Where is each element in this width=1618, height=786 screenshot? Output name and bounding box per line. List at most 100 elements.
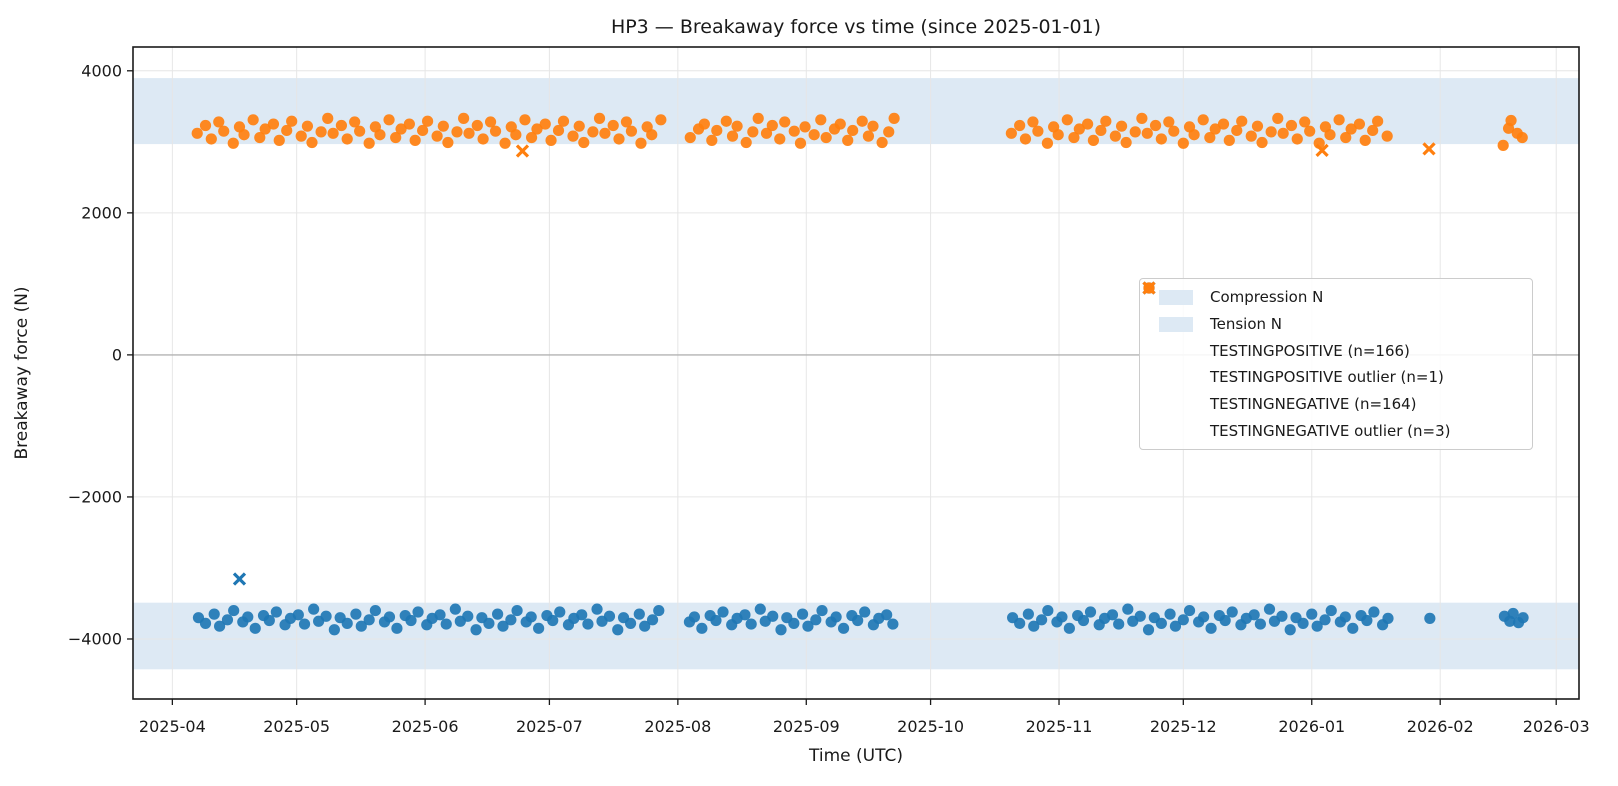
data-point <box>263 614 275 627</box>
data-point <box>867 120 879 132</box>
data-point <box>684 131 696 144</box>
data-point <box>1129 126 1141 138</box>
data-point <box>221 614 234 626</box>
data-point <box>349 116 361 128</box>
data-point <box>1115 120 1128 132</box>
data-point <box>635 137 647 149</box>
data-point <box>1120 136 1132 149</box>
data-point <box>497 620 509 632</box>
data-point <box>887 618 899 630</box>
data-point <box>842 134 854 146</box>
data-point <box>477 133 489 145</box>
data-point <box>1077 614 1090 627</box>
data-point <box>620 116 633 128</box>
data-point <box>1209 123 1221 135</box>
data-point <box>1204 131 1216 144</box>
data-point <box>599 127 611 139</box>
data-point <box>254 131 266 144</box>
data-point <box>519 114 531 126</box>
y-tick-label: 4000 <box>81 61 122 80</box>
data-point <box>1155 133 1167 145</box>
data-point <box>720 115 732 127</box>
data-point <box>499 137 511 149</box>
data-point <box>363 137 375 149</box>
x-tick-label: 2025-05 <box>263 717 330 736</box>
x-tick-label: 2025-09 <box>773 717 840 736</box>
data-point <box>470 624 482 636</box>
data-point <box>1223 134 1235 146</box>
legend-item: Tension N <box>1150 311 1524 338</box>
data-point <box>395 123 407 135</box>
data-point <box>587 126 599 138</box>
data-point <box>525 611 537 623</box>
data-point <box>1339 611 1351 623</box>
data-point <box>1052 129 1064 141</box>
data-point <box>573 120 585 132</box>
data-point <box>249 622 261 634</box>
data-point <box>775 624 787 636</box>
data-point <box>639 620 651 632</box>
legend-label: TESTINGPOSITIVE outlier (n=1) <box>1210 368 1444 387</box>
data-point <box>1276 610 1288 622</box>
data-point <box>1291 133 1303 145</box>
data-point <box>458 112 470 124</box>
data-point <box>837 622 850 634</box>
data-point <box>350 608 362 620</box>
data-point <box>341 133 353 145</box>
data-point <box>1056 611 1068 623</box>
data-point <box>810 614 822 626</box>
data-point <box>327 127 339 139</box>
data-point <box>335 119 348 132</box>
data-points-layer <box>191 112 1529 636</box>
data-point <box>1299 116 1311 128</box>
data-point <box>820 131 832 144</box>
legend: Compression N Tension N TESTINGPOSITIVE (n… <box>1139 278 1533 450</box>
x-tick-label: 2025-07 <box>516 717 583 736</box>
legend-label: Compression N <box>1210 288 1324 307</box>
data-point <box>1100 115 1112 127</box>
data-point <box>440 618 452 630</box>
data-point <box>1042 604 1054 617</box>
data-point <box>259 123 271 135</box>
data-point <box>403 118 415 130</box>
data-point <box>451 126 463 138</box>
data-point <box>1236 115 1248 127</box>
data-point <box>1164 608 1176 620</box>
data-point <box>847 124 859 137</box>
data-point <box>1251 120 1264 132</box>
data-point <box>1359 134 1371 146</box>
data-point <box>1256 136 1268 149</box>
data-point <box>731 120 743 132</box>
data-point <box>492 608 504 620</box>
data-point <box>830 611 842 623</box>
data-point <box>431 130 443 142</box>
data-point <box>633 608 645 620</box>
data-point <box>883 126 895 138</box>
data-point <box>1367 124 1379 137</box>
legend-item: TESTINGNEGATIVE outlier (n=3) <box>1142 281 1524 444</box>
data-point <box>1424 612 1436 624</box>
data-point <box>612 624 624 636</box>
data-point <box>646 129 658 141</box>
axes-layer: 2025-04 2025-05 2025-06 2025-07 2025-08 2025-… <box>68 46 1590 736</box>
data-point <box>1163 116 1175 128</box>
data-point <box>1284 624 1296 636</box>
x-tick-label: 2025-06 <box>392 717 459 736</box>
data-point <box>1517 612 1529 624</box>
data-point <box>1032 125 1044 137</box>
data-point <box>591 603 603 615</box>
data-point <box>557 115 570 127</box>
data-point <box>655 114 667 126</box>
data-point <box>613 133 625 145</box>
data-point <box>774 133 786 145</box>
data-point <box>1505 114 1517 127</box>
data-point <box>292 609 304 621</box>
data-point <box>582 618 594 630</box>
data-point <box>1136 112 1148 124</box>
data-point <box>320 610 332 622</box>
data-point <box>576 609 588 621</box>
data-point <box>717 606 729 618</box>
data-point <box>238 129 250 141</box>
